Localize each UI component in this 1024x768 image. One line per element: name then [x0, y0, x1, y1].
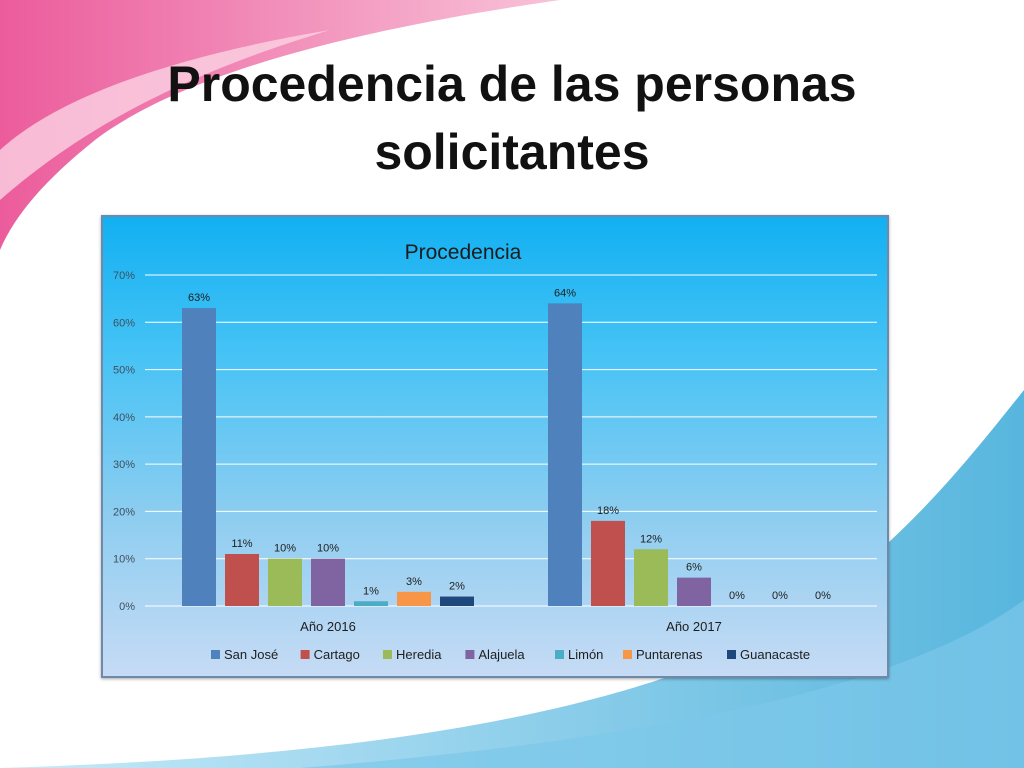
bar [677, 577, 711, 606]
data-label: 0% [772, 590, 788, 602]
y-tick-label: 70% [113, 270, 135, 282]
legend-label: Limón [568, 647, 603, 662]
y-tick-label: 30% [113, 459, 135, 471]
data-label: 64% [554, 287, 576, 299]
legend-swatch [465, 650, 475, 659]
legend-swatch [623, 650, 632, 659]
legend-label: Puntarenas [636, 647, 703, 662]
data-label: 1% [363, 585, 379, 597]
chart-title: Procedencia [405, 241, 522, 264]
data-label: 11% [231, 538, 252, 550]
bar [397, 591, 431, 606]
data-label: 10% [317, 543, 339, 555]
y-tick-label: 60% [113, 317, 135, 329]
bar [354, 601, 388, 606]
bar [182, 308, 216, 606]
pink-swoosh [0, 0, 560, 250]
data-label: 2% [449, 581, 465, 593]
x-category-label: Año 2016 [300, 619, 356, 634]
y-tick-label: 20% [113, 506, 135, 518]
data-label: 6% [686, 562, 702, 574]
legend-label: Cartago [314, 647, 360, 662]
y-tick-label: 40% [113, 412, 135, 424]
y-tick-label: 0% [119, 601, 135, 613]
blue-swoosh-light [300, 600, 1024, 768]
legend: San José Cartago Heredia Alajuela Limón Punta… [211, 647, 810, 662]
bar [440, 596, 474, 606]
slide-title-line-1: Procedencia de las personas [167, 56, 857, 112]
y-tick-label: 10% [113, 554, 135, 566]
data-label: 10% [274, 543, 296, 555]
bar [591, 520, 625, 606]
data-label: 18% [597, 505, 619, 517]
x-category-label: Año 2017 [666, 619, 722, 634]
data-label: 3% [406, 576, 422, 588]
bar [268, 558, 302, 606]
pink-swoosh-light [0, 30, 330, 200]
data-label: 63% [188, 292, 210, 304]
category-labels: Año 2016 Año 2017 [300, 619, 722, 634]
legend-label: Heredia [396, 647, 442, 662]
slide-title: Procedencia de las personas solicitantes [0, 50, 1024, 186]
bar [225, 553, 259, 606]
legend-swatch [211, 650, 220, 659]
y-tick-label: 50% [113, 365, 135, 377]
bar [634, 549, 668, 606]
legend-swatch [300, 650, 310, 659]
legend-swatch [555, 650, 564, 659]
data-label: 0% [815, 590, 831, 602]
legend-label: San José [224, 647, 278, 662]
bars [182, 303, 711, 606]
legend-label: Guanacaste [740, 647, 810, 662]
bar [311, 558, 345, 606]
gridlines: 0% 10% 20% 30% 40% 50% 60% 70% [113, 270, 877, 613]
slide-title-line-2: solicitantes [374, 124, 650, 180]
data-label: 0% [729, 590, 745, 602]
legend-swatch [727, 650, 736, 659]
legend-swatch [383, 650, 392, 659]
legend-label: Alajuela [478, 647, 525, 662]
bar [548, 303, 582, 606]
bar-chart: Procedencia 0% 10% 20% 30% 40% 50% 60% 70% 63% 1… [113, 241, 877, 662]
chart-container: Procedencia 0% 10% 20% 30% 40% 50% 60% 70% 63% 1… [101, 215, 889, 678]
data-label: 12% [640, 533, 662, 545]
data-labels: 63% 11% 10% 10% 1% 3% 2% 64% 18% 12% 6% 0% 0% 0% [188, 287, 831, 602]
